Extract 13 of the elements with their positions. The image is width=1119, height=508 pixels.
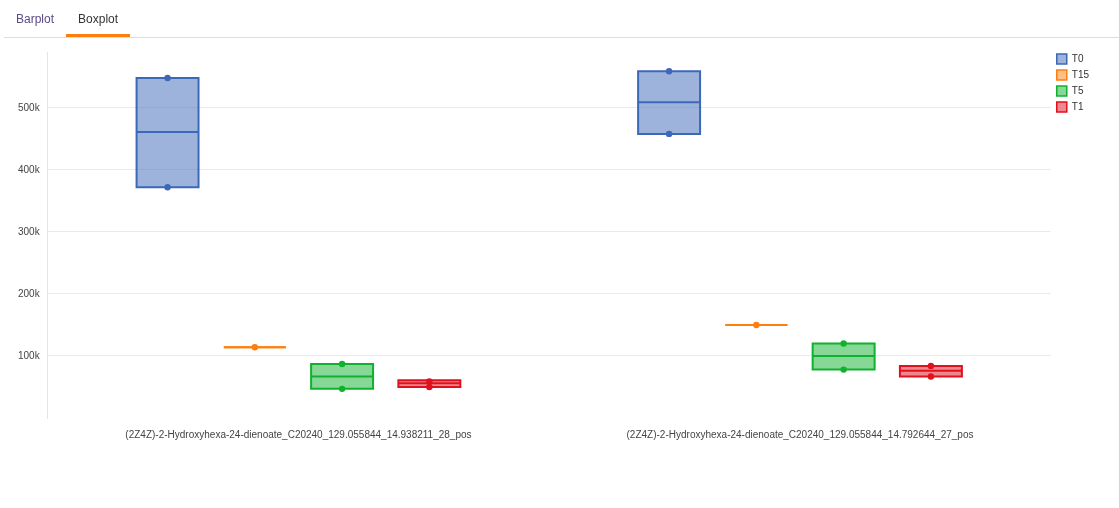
legend-label: T15 — [1071, 68, 1090, 80]
y-tick-label: 500k — [18, 101, 41, 113]
y-tick-label: 300k — [18, 225, 41, 237]
y-tick-label: 400k — [18, 163, 41, 175]
text: Barplot — [15, 11, 56, 28]
legend-label: T0 — [1071, 52, 1084, 64]
legend-label: T5 — [1071, 84, 1084, 96]
text: Boxplot — [66, 0, 131, 37]
x-tick-label: (2Z4Z)-2-Hydroxyhexa-24-dienoate_C20240_129.055844_14.792644_27_pos — [626, 428, 974, 440]
x-tick-label: (2Z4Z)-2-Hydroxyhexa-24-dienoate_C20240_129.055844_14.938211_28_pos — [125, 428, 472, 440]
y-tick-label: 200k — [18, 287, 41, 299]
legend-label: T1 — [1071, 100, 1084, 112]
y-tick-label: 100k — [18, 349, 41, 361]
